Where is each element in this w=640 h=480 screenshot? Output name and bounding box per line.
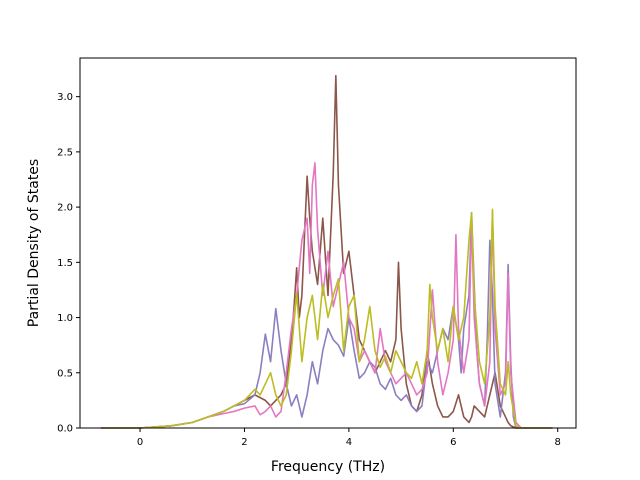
x-tick-label: 6 xyxy=(450,437,456,448)
plot-area-frame xyxy=(79,57,577,429)
y-tick-label: 2.5 xyxy=(57,147,73,158)
y-tick-label: 3.0 xyxy=(57,92,73,103)
series-line-2 xyxy=(100,211,553,429)
series-line-3 xyxy=(100,162,553,429)
series-layer xyxy=(100,74,553,429)
x-tick-label: 4 xyxy=(346,437,352,448)
y-tick-label: 2.0 xyxy=(57,203,73,214)
x-tick-label: 2 xyxy=(241,437,247,448)
x-tick-label: 0 xyxy=(137,437,143,448)
ticks-layer: 0 2 4 6 8 0.0 0.5 1.0 1.5 2.0 2.5 3.0 xyxy=(57,92,561,448)
x-axis-title: Frequency (THz) xyxy=(271,459,385,475)
y-tick-label: 1.5 xyxy=(57,258,73,269)
series-line-4 xyxy=(100,208,553,429)
x-tick-label: 8 xyxy=(555,437,561,448)
y-tick-label: 1.0 xyxy=(57,313,73,324)
y-tick-label: 0.0 xyxy=(57,424,73,435)
y-axis-title: Partial Density of States xyxy=(26,159,42,327)
y-tick-label: 0.5 xyxy=(57,368,73,379)
